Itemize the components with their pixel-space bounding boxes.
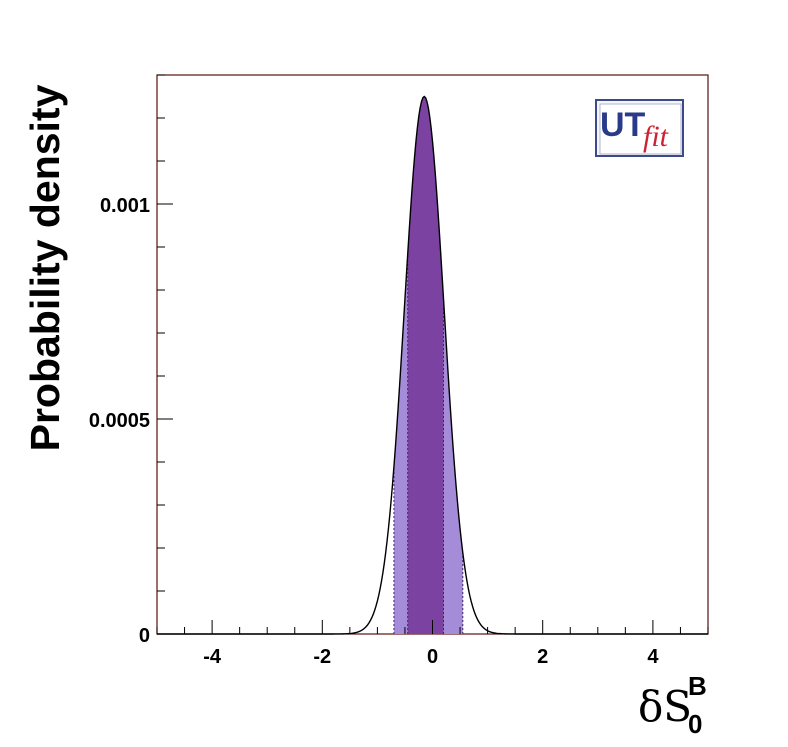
y-tick-labels: 0 0.0005 0.001 <box>89 195 150 647</box>
x-axis-label-main: δS <box>638 682 692 731</box>
x-tick-label: -4 <box>203 646 222 668</box>
x-tick-label: 0 <box>427 646 438 668</box>
tick-layer <box>156 74 709 635</box>
x-tick-label: -2 <box>313 646 331 668</box>
x-axis-label: δS B 0 <box>638 671 707 739</box>
x-axis-label-sup: B <box>688 671 707 701</box>
y-axis-label: Probability density <box>22 84 68 451</box>
logo-text-fit: fit <box>643 120 669 153</box>
density-curve <box>157 95 708 635</box>
curve-layer <box>157 95 708 635</box>
x-tick-labels: -4 -2 0 2 4 <box>203 646 659 668</box>
y-tick-label: 0.001 <box>100 195 150 217</box>
utfit-logo: UT fit <box>595 99 684 157</box>
logo-text-ut: UT <box>600 106 646 144</box>
x-axis-label-sub: 0 <box>688 709 702 739</box>
x-tick-label: 2 <box>537 646 548 668</box>
band-68pct <box>407 96 444 634</box>
y-tick-label: 0 <box>139 625 150 647</box>
band-layer <box>393 96 464 634</box>
logo-shadow <box>599 103 682 155</box>
y-tick-label: 0.0005 <box>89 410 150 432</box>
x-tick-label: 4 <box>647 646 659 668</box>
